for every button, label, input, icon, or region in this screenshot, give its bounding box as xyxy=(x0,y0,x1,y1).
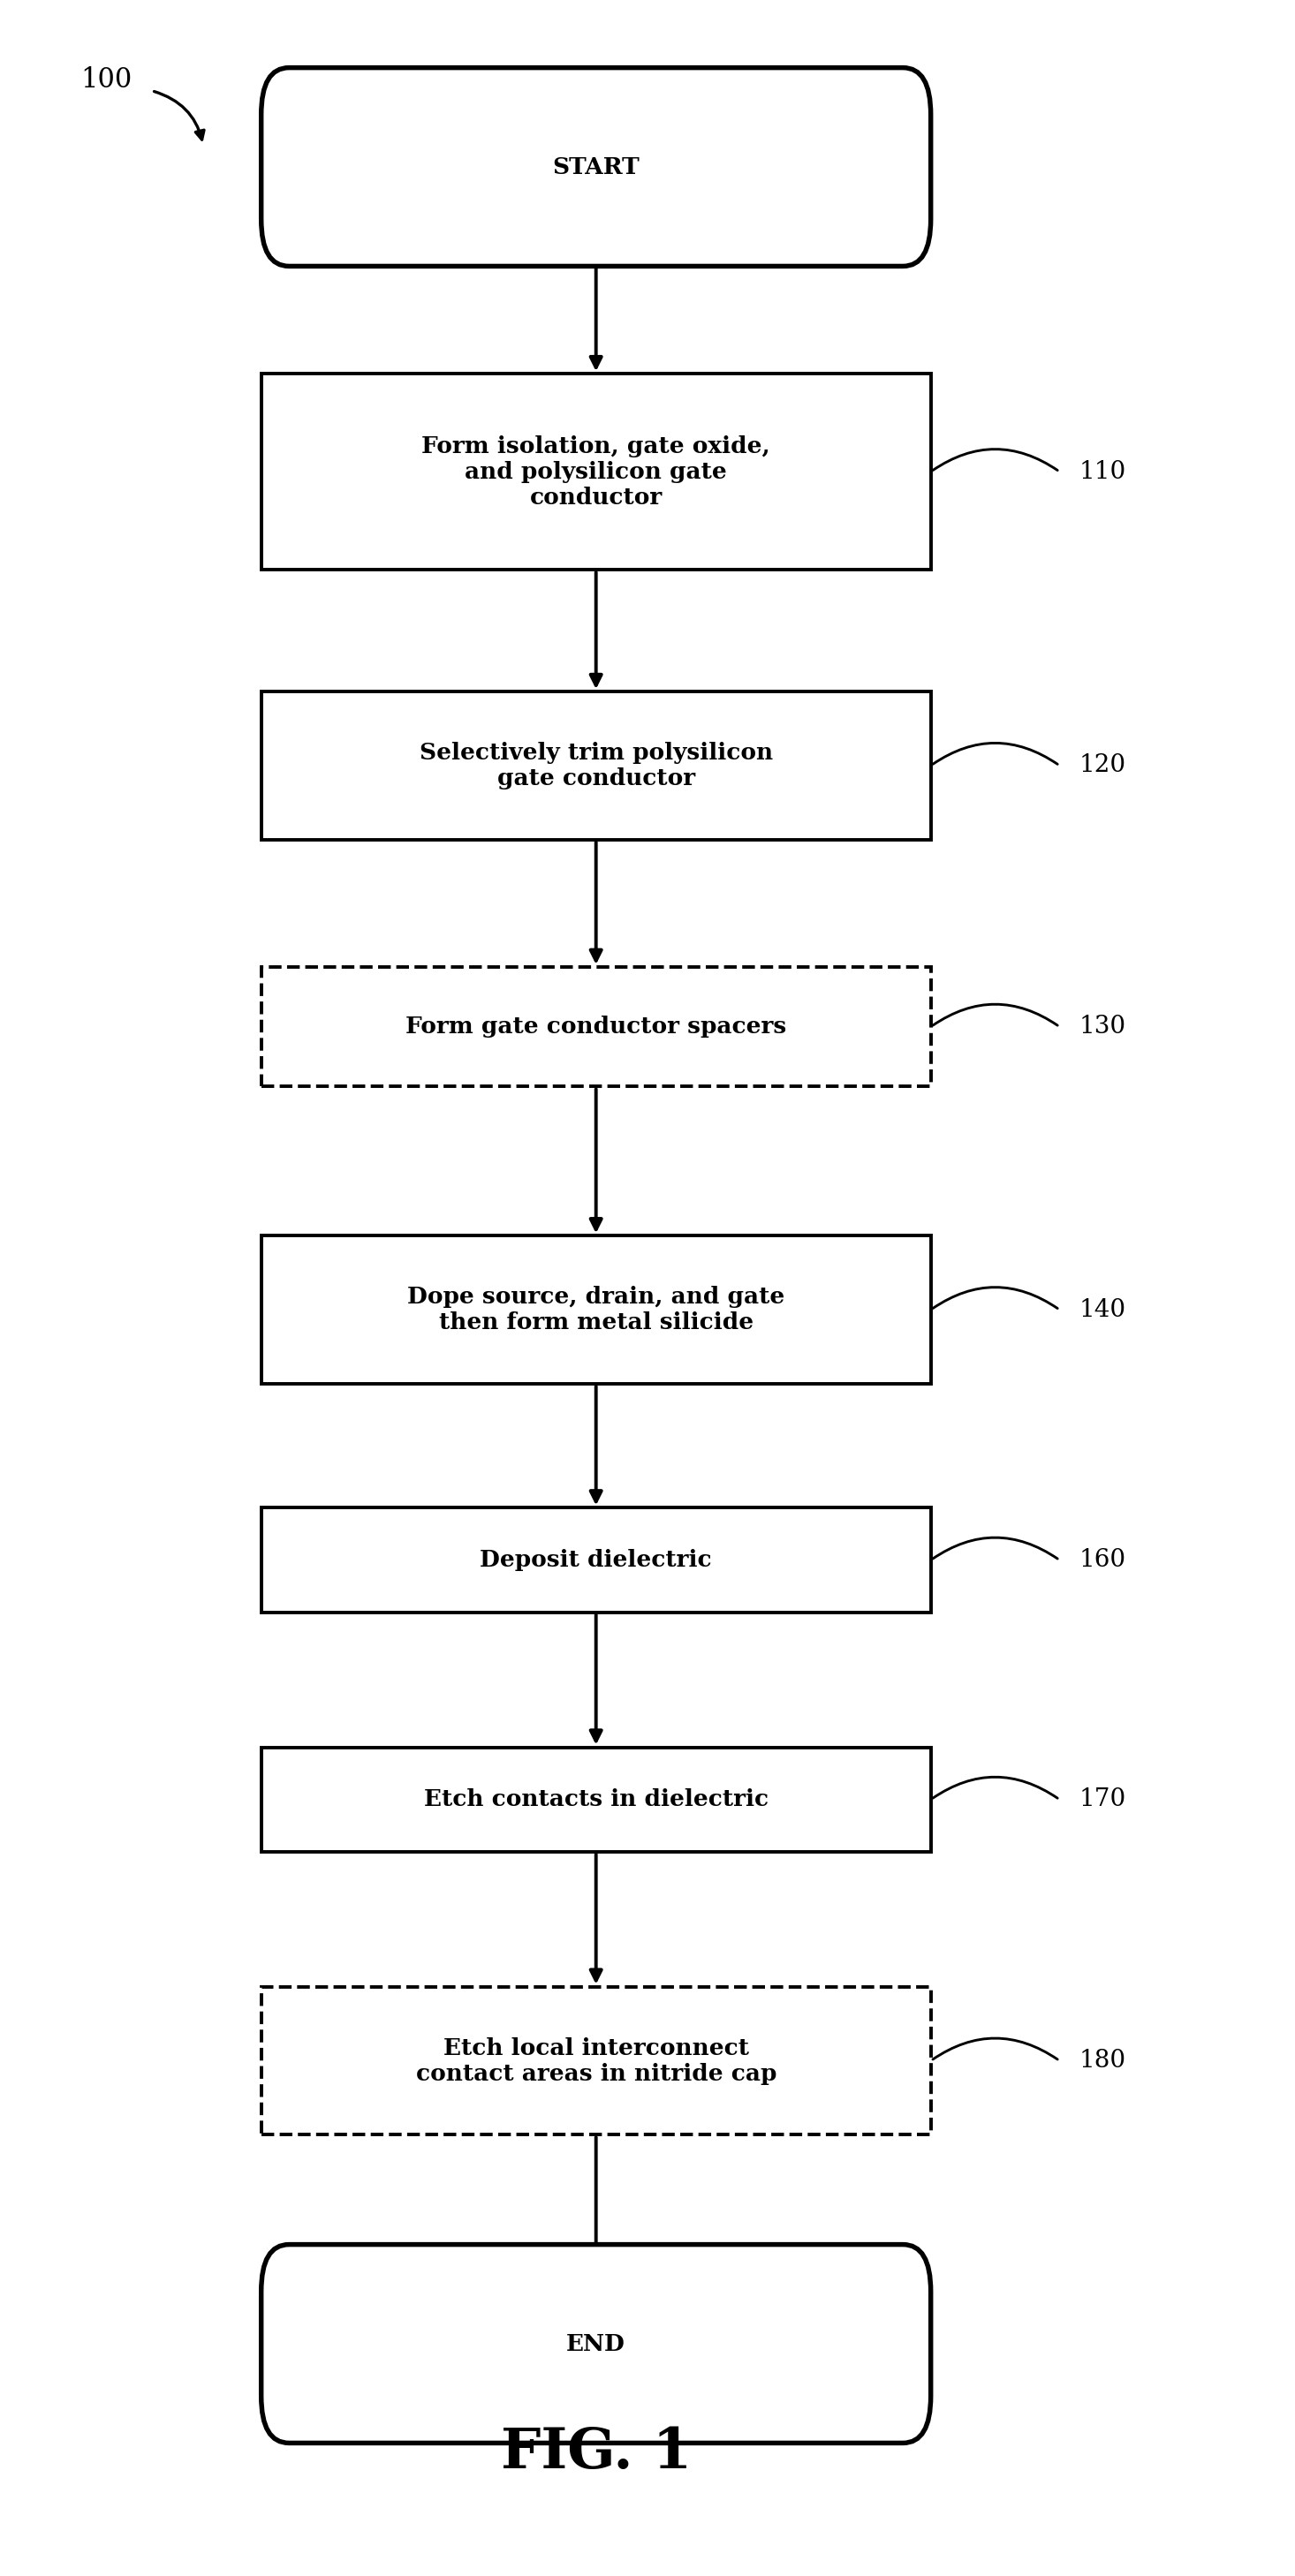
Bar xyxy=(262,1236,931,1383)
Text: Etch contacts in dielectric: Etch contacts in dielectric xyxy=(423,1788,768,1811)
Text: 140: 140 xyxy=(1079,1298,1125,1321)
Text: Selectively trim polysilicon
gate conductor: Selectively trim polysilicon gate conduc… xyxy=(420,742,773,788)
Text: 180: 180 xyxy=(1079,2048,1125,2074)
Text: 130: 130 xyxy=(1079,1015,1125,1038)
Bar xyxy=(262,1747,931,1852)
Bar xyxy=(262,966,931,1087)
Text: Form gate conductor spacers: Form gate conductor spacers xyxy=(405,1015,786,1038)
Bar xyxy=(262,690,931,840)
Text: Dope source, drain, and gate
then form metal silicide: Dope source, drain, and gate then form m… xyxy=(408,1285,785,1334)
Text: Etch local interconnect
contact areas in nitride cap: Etch local interconnect contact areas in… xyxy=(416,2038,777,2084)
FancyBboxPatch shape xyxy=(262,67,931,265)
FancyBboxPatch shape xyxy=(262,2244,931,2442)
Text: END: END xyxy=(566,2334,625,2354)
Text: Form isolation, gate oxide,
and polysilicon gate
conductor: Form isolation, gate oxide, and polysili… xyxy=(422,435,771,507)
Text: START: START xyxy=(553,157,640,178)
Bar xyxy=(262,374,931,569)
Text: 160: 160 xyxy=(1079,1548,1125,1571)
Text: 100: 100 xyxy=(82,67,132,93)
Text: 170: 170 xyxy=(1079,1788,1125,1811)
Text: 120: 120 xyxy=(1079,755,1125,778)
Text: 110: 110 xyxy=(1079,459,1125,484)
Text: Deposit dielectric: Deposit dielectric xyxy=(480,1548,712,1571)
Bar xyxy=(262,1986,931,2136)
Bar xyxy=(262,1507,931,1613)
Text: FIG. 1: FIG. 1 xyxy=(500,2427,692,2481)
